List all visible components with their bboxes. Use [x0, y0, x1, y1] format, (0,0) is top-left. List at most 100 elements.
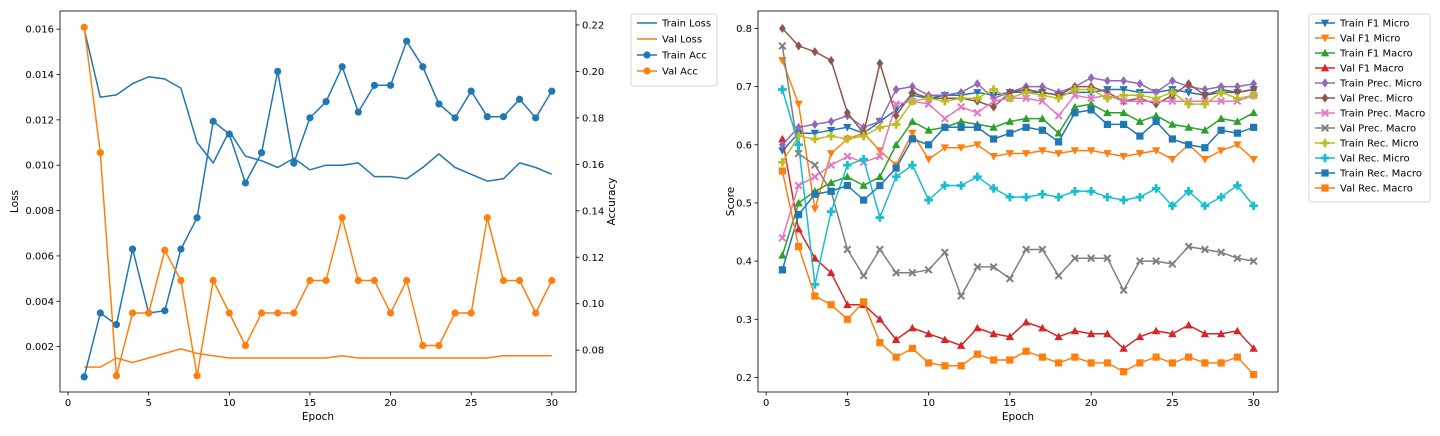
data-point — [1055, 359, 1063, 367]
data-point — [1070, 147, 1080, 155]
data-point — [1038, 82, 1046, 92]
y-right-tick-label: 0.12 — [582, 253, 604, 264]
data-point — [908, 268, 917, 277]
data-point — [1152, 117, 1160, 126]
data-point — [1005, 274, 1014, 283]
data-point — [990, 102, 998, 112]
data-point — [778, 41, 787, 50]
data-point — [499, 113, 508, 121]
data-point — [80, 373, 88, 381]
data-point — [225, 130, 233, 138]
data-point — [1006, 356, 1014, 364]
data-point — [1103, 120, 1111, 129]
data-point — [973, 123, 981, 131]
y-tick-label: 0.016 — [25, 25, 54, 36]
legend-swatch-marker — [1320, 153, 1330, 163]
data-point — [908, 323, 917, 332]
legend: Train Loss Val Loss Train Acc Val Acc — [630, 13, 718, 87]
data-point — [876, 181, 884, 190]
data-point — [1184, 89, 1193, 97]
data-point — [908, 344, 916, 352]
data-point — [973, 141, 982, 149]
data-point — [1087, 254, 1096, 263]
data-point — [128, 245, 137, 253]
data-point — [1103, 150, 1112, 158]
data-point — [1021, 317, 1031, 326]
data-point — [924, 93, 933, 103]
data-point — [1120, 120, 1128, 129]
data-point — [1103, 329, 1112, 338]
data-point — [1022, 347, 1030, 355]
data-point — [1200, 126, 1210, 134]
x-tick-label: 25 — [465, 398, 478, 409]
data-point — [1086, 187, 1096, 196]
data-point — [826, 126, 836, 135]
legend-swatch-marker — [1321, 78, 1329, 88]
data-point — [778, 85, 787, 94]
data-point — [532, 309, 540, 317]
data-point — [1185, 79, 1193, 89]
series-train-prec-macro — [778, 91, 1258, 242]
data-point — [1119, 344, 1128, 352]
data-point — [924, 100, 933, 109]
data-point — [96, 149, 104, 157]
data-point — [1054, 93, 1063, 103]
legend-label: Val Prec. Macro — [1340, 124, 1416, 135]
data-point — [1103, 359, 1111, 367]
data-point — [1184, 187, 1193, 196]
data-point — [483, 113, 491, 121]
data-point — [1184, 99, 1193, 109]
data-point — [989, 85, 998, 94]
data-point — [1136, 132, 1144, 140]
data-point — [940, 248, 949, 257]
data-point — [957, 362, 965, 370]
data-point — [826, 268, 836, 277]
series-line — [84, 348, 552, 368]
data-point — [1055, 138, 1063, 146]
data-point — [1054, 271, 1063, 280]
data-point — [1135, 91, 1145, 100]
data-point — [1217, 126, 1225, 134]
data-point — [1087, 106, 1095, 114]
data-point — [386, 309, 395, 317]
data-point — [419, 63, 427, 71]
data-point — [1135, 150, 1145, 158]
data-point — [1233, 129, 1241, 137]
legend-entry-train-f1-micro: Train F1 Micro — [1315, 19, 1409, 30]
data-point — [1054, 111, 1063, 120]
data-point — [908, 135, 916, 143]
data-point — [1070, 187, 1080, 196]
data-point — [811, 47, 819, 57]
data-point — [1005, 192, 1015, 202]
data-point — [1200, 99, 1210, 109]
data-point — [257, 149, 266, 157]
data-point — [908, 96, 917, 106]
legend-label: Val Rec. Macro — [1340, 184, 1413, 195]
data-point — [1022, 123, 1030, 131]
data-point — [1021, 88, 1031, 97]
y-tick-label: 0.012 — [25, 115, 54, 126]
data-point — [1151, 93, 1161, 103]
data-point — [1038, 97, 1047, 106]
plot-frame — [59, 10, 577, 393]
data-point — [1200, 245, 1209, 254]
y-tick-label: 0.008 — [25, 206, 54, 217]
x-tick-label: 5 — [146, 398, 152, 409]
data-point — [1136, 359, 1144, 367]
data-point — [875, 315, 885, 323]
data-point — [843, 315, 851, 323]
data-point — [826, 207, 836, 216]
legend-entry-val-rec-macro: Val Rec. Macro — [1315, 184, 1413, 195]
data-point — [1135, 97, 1144, 106]
data-point — [908, 129, 917, 138]
data-point — [843, 172, 852, 181]
legend-swatch-marker — [1321, 93, 1329, 103]
legend-label: Train F1 Micro — [1339, 19, 1409, 30]
data-point — [892, 100, 901, 109]
legend-label: Val Prec. Micro — [1340, 94, 1413, 105]
data-point — [354, 108, 362, 116]
data-point — [1119, 153, 1128, 161]
data-point — [908, 117, 917, 125]
data-point — [925, 359, 933, 367]
y-axis-label: Score — [725, 187, 737, 216]
